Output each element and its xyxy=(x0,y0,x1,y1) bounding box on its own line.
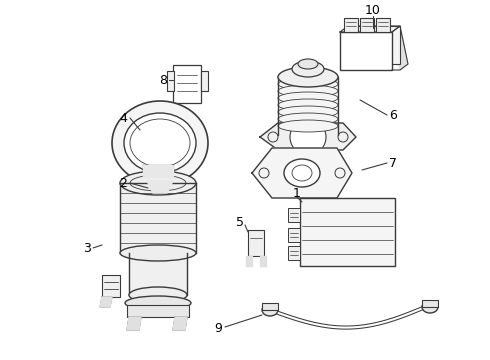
Text: 2: 2 xyxy=(119,176,127,189)
Ellipse shape xyxy=(278,99,338,111)
Polygon shape xyxy=(127,317,141,330)
Bar xyxy=(344,18,358,32)
Bar xyxy=(340,32,392,70)
Ellipse shape xyxy=(130,175,186,191)
Polygon shape xyxy=(173,317,187,330)
Bar xyxy=(300,198,395,266)
Bar xyxy=(288,228,300,242)
Text: 5: 5 xyxy=(236,216,244,229)
Bar xyxy=(422,300,438,307)
Text: 4: 4 xyxy=(119,112,127,125)
Ellipse shape xyxy=(298,59,318,69)
Text: 9: 9 xyxy=(214,321,222,334)
Polygon shape xyxy=(143,165,173,177)
Bar xyxy=(173,65,201,103)
Bar xyxy=(348,26,400,64)
Ellipse shape xyxy=(120,171,196,195)
Bar xyxy=(102,275,120,297)
Ellipse shape xyxy=(278,85,338,97)
Ellipse shape xyxy=(112,101,208,185)
Text: 8: 8 xyxy=(159,73,167,86)
Bar xyxy=(248,230,264,256)
Ellipse shape xyxy=(278,67,338,87)
Polygon shape xyxy=(340,26,400,32)
Ellipse shape xyxy=(125,296,191,310)
Ellipse shape xyxy=(129,287,187,303)
Ellipse shape xyxy=(278,71,338,83)
Ellipse shape xyxy=(290,119,326,155)
Ellipse shape xyxy=(422,301,438,313)
Polygon shape xyxy=(260,123,356,150)
Bar xyxy=(288,246,300,260)
Ellipse shape xyxy=(278,92,338,104)
Ellipse shape xyxy=(278,120,338,132)
Polygon shape xyxy=(147,181,173,193)
Bar xyxy=(376,18,390,32)
Bar xyxy=(288,208,300,222)
Text: 6: 6 xyxy=(389,108,397,122)
Ellipse shape xyxy=(278,113,338,125)
Bar xyxy=(127,305,189,317)
Bar xyxy=(201,71,208,91)
Text: 1: 1 xyxy=(293,186,301,199)
Ellipse shape xyxy=(284,159,320,187)
Ellipse shape xyxy=(124,113,196,173)
Polygon shape xyxy=(120,183,196,253)
Ellipse shape xyxy=(278,78,338,90)
Polygon shape xyxy=(260,256,266,266)
Bar xyxy=(360,18,374,32)
Bar xyxy=(262,303,278,310)
Text: 3: 3 xyxy=(83,242,91,255)
Text: 10: 10 xyxy=(365,4,381,17)
Polygon shape xyxy=(100,297,112,307)
Ellipse shape xyxy=(278,106,338,118)
Polygon shape xyxy=(252,148,352,198)
Bar xyxy=(167,71,174,91)
Ellipse shape xyxy=(262,304,278,316)
Polygon shape xyxy=(246,256,252,266)
Polygon shape xyxy=(129,253,187,295)
Text: 7: 7 xyxy=(389,157,397,170)
Ellipse shape xyxy=(120,245,196,261)
Polygon shape xyxy=(392,26,408,70)
Ellipse shape xyxy=(292,61,324,77)
